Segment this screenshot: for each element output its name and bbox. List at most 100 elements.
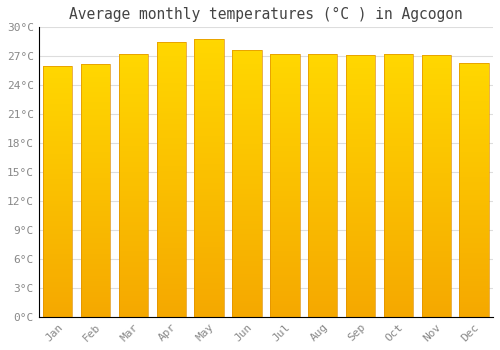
Bar — [346, 97, 376, 100]
Bar — [270, 133, 300, 136]
Bar — [156, 152, 186, 155]
Bar — [43, 164, 72, 166]
Bar — [422, 68, 451, 71]
Bar — [43, 261, 72, 264]
Bar — [43, 126, 72, 128]
Bar — [156, 262, 186, 265]
Bar — [194, 161, 224, 164]
Bar — [422, 270, 451, 272]
Bar — [460, 289, 489, 292]
Bar — [308, 280, 338, 283]
Bar — [232, 232, 262, 234]
Bar — [308, 91, 338, 94]
Bar — [232, 170, 262, 173]
Bar — [384, 290, 413, 293]
Bar — [422, 262, 451, 265]
Bar — [156, 160, 186, 163]
Bar — [194, 142, 224, 145]
Bar — [194, 217, 224, 219]
Bar — [346, 55, 376, 58]
Bar — [81, 203, 110, 205]
Bar — [346, 155, 376, 157]
Bar — [118, 122, 148, 125]
Bar — [194, 225, 224, 228]
Bar — [422, 241, 451, 244]
Bar — [384, 138, 413, 141]
Bar — [460, 200, 489, 203]
Bar — [308, 75, 338, 78]
Bar — [43, 146, 72, 149]
Bar — [194, 245, 224, 247]
Bar — [43, 68, 72, 71]
Bar — [194, 128, 224, 131]
Bar — [460, 213, 489, 215]
Bar — [460, 132, 489, 134]
Bar — [156, 149, 186, 152]
Bar — [384, 275, 413, 278]
Bar — [156, 259, 186, 262]
Bar — [118, 212, 148, 215]
Bar — [43, 134, 72, 136]
Bar — [422, 136, 451, 139]
Bar — [118, 117, 148, 120]
Bar — [460, 284, 489, 286]
Bar — [270, 293, 300, 296]
Bar — [422, 74, 451, 76]
Bar — [194, 108, 224, 111]
Bar — [384, 75, 413, 78]
Bar — [156, 50, 186, 53]
Bar — [194, 286, 224, 289]
Bar — [232, 282, 262, 285]
Bar — [346, 223, 376, 225]
Bar — [270, 180, 300, 183]
Bar — [346, 181, 376, 183]
Bar — [308, 159, 338, 162]
Bar — [460, 65, 489, 68]
Bar — [308, 236, 338, 238]
Bar — [460, 93, 489, 96]
Bar — [43, 98, 72, 101]
Bar — [308, 264, 338, 267]
Bar — [460, 253, 489, 256]
Bar — [194, 131, 224, 133]
Bar — [43, 91, 72, 93]
Bar — [308, 68, 338, 70]
Bar — [81, 221, 110, 223]
Bar — [81, 226, 110, 228]
Bar — [81, 304, 110, 307]
Bar — [308, 128, 338, 131]
Bar — [232, 128, 262, 130]
Bar — [422, 231, 451, 233]
Bar — [308, 122, 338, 125]
Bar — [194, 69, 224, 72]
Bar — [232, 208, 262, 210]
Bar — [232, 250, 262, 253]
Bar — [81, 216, 110, 218]
Bar — [81, 279, 110, 281]
Bar — [156, 77, 186, 80]
Bar — [232, 50, 262, 53]
Bar — [43, 199, 72, 201]
Bar — [81, 201, 110, 203]
Bar — [384, 204, 413, 206]
Bar — [118, 309, 148, 312]
Bar — [346, 249, 376, 251]
Bar — [156, 232, 186, 234]
Bar — [384, 215, 413, 217]
Bar — [384, 278, 413, 280]
Bar — [422, 173, 451, 176]
Bar — [422, 121, 451, 123]
Bar — [81, 205, 110, 208]
Bar — [194, 275, 224, 278]
Bar — [308, 257, 338, 259]
Bar — [384, 157, 413, 159]
Bar — [194, 145, 224, 147]
Bar — [460, 104, 489, 106]
Bar — [308, 233, 338, 236]
Bar — [156, 287, 186, 289]
Bar — [118, 306, 148, 309]
Bar — [43, 299, 72, 302]
Bar — [270, 304, 300, 306]
Bar — [346, 152, 376, 155]
Bar — [232, 218, 262, 221]
